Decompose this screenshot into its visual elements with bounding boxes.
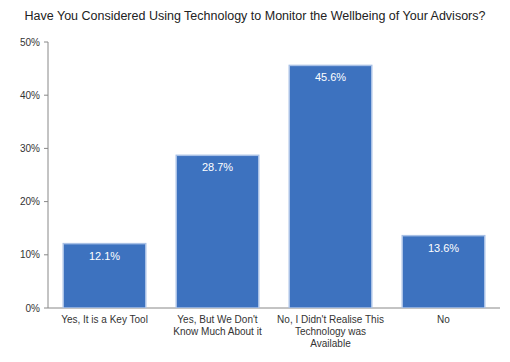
data-label: 45.6% (315, 71, 346, 83)
bar (402, 236, 484, 308)
x-tick-label-line: No (437, 314, 450, 325)
title: Have You Considered Using Technology to … (25, 9, 486, 23)
x-tick-label: Yes, It is a Key Tool (61, 314, 148, 325)
x-tick-label-line: Technology was (295, 326, 366, 337)
data-label: 12.1% (89, 250, 120, 262)
bar (176, 155, 258, 308)
x-tick-label-line: Yes, It is a Key Tool (61, 314, 148, 325)
x-tick-label: No, I Didn't Realise ThisTechnology wasA… (277, 314, 384, 349)
bar (289, 65, 371, 308)
x-tick-label-line: No, I Didn't Realise This (277, 314, 384, 325)
data-label: 13.6% (428, 242, 459, 254)
y-tick (44, 308, 48, 309)
y-tick-label: 0% (26, 303, 41, 314)
chart: Have You Considered Using Technology to … (0, 0, 510, 362)
x-tick-label-line: Available (310, 338, 351, 349)
y-tick-label: 10% (20, 249, 40, 260)
x-tick-label: No (437, 314, 450, 325)
y-tick-label: 40% (20, 90, 40, 101)
y-axis (48, 42, 49, 308)
x-tick-label-line: Know Much About it (173, 326, 262, 337)
bar (63, 244, 145, 308)
y-tick-label: 30% (20, 143, 40, 154)
data-label: 28.7% (202, 161, 233, 173)
y-tick (44, 254, 48, 255)
y-tick (44, 148, 48, 149)
y-tick (44, 201, 48, 202)
y-tick (44, 95, 48, 96)
y-tick-label: 50% (20, 37, 40, 48)
x-tick-label-line: Yes, But We Don't (177, 314, 258, 325)
y-tick (44, 42, 48, 43)
x-tick-label: Yes, But We Don'tKnow Much About it (173, 314, 262, 337)
y-tick-label: 20% (20, 196, 40, 207)
bars (63, 65, 484, 308)
